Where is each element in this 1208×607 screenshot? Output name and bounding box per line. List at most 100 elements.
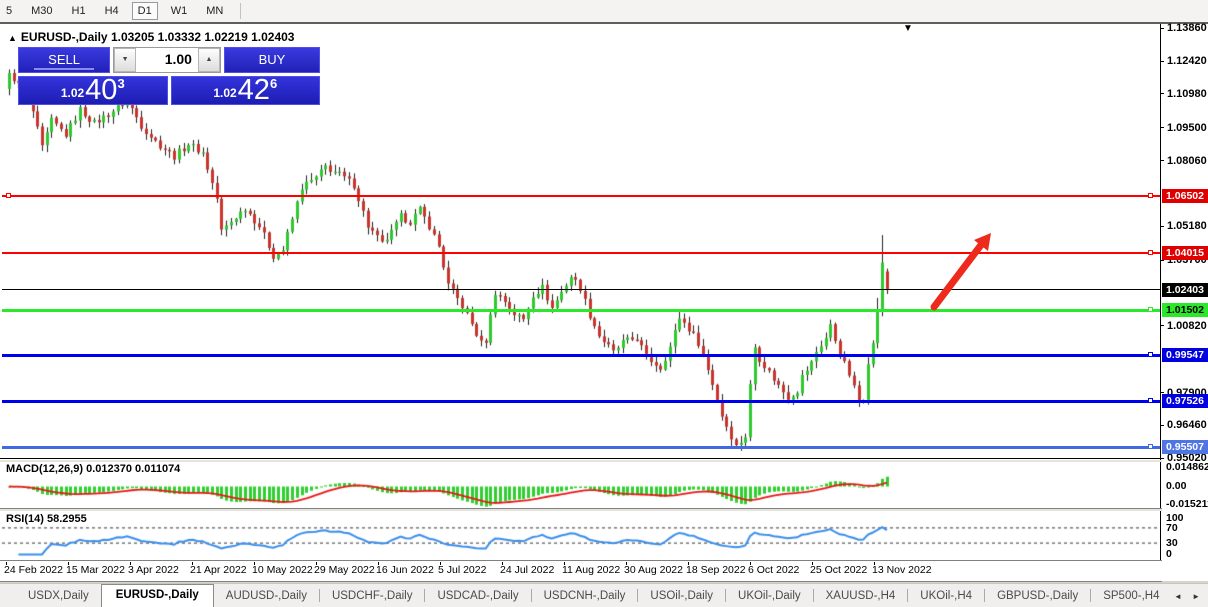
rsi-axis-label: 70 [1166,522,1178,534]
line-handle[interactable] [1148,352,1153,357]
date-axis-label: 11 Aug 2022 [562,564,621,576]
macd-values-text: 0.012370 0.011074 [86,463,181,475]
sell-button[interactable]: SELL [18,47,111,73]
date-tick-mark [68,561,69,565]
date-tick-mark [750,561,751,565]
line-handle[interactable] [6,193,11,199]
buy-price-big: 42 [237,74,270,106]
price-tick-mark [1160,60,1164,62]
price-level-chip: 0.95507 [1162,440,1208,455]
date-axis-label: 10 May 2022 [252,564,313,576]
date-axis-label: 16 Jun 2022 [376,564,434,576]
sell-price-display[interactable]: 1.02 40 3 [18,76,168,105]
volume-input[interactable]: 1.00 [164,51,192,67]
price-tick-mark [1160,160,1164,162]
chart-ohlc-values: 1.03205 1.03332 1.02219 1.02403 [110,30,295,44]
resistance-line-1.04015[interactable] [2,252,1160,254]
chart-shift-marker-icon[interactable]: ▼ [903,23,913,34]
line-handle[interactable] [1148,398,1153,404]
panel-separator [0,509,1162,511]
rsi-axis-label: 30 [1166,537,1178,549]
macd-axis-label: 0.014862 [1166,461,1208,473]
price-tick-mark [1160,325,1164,327]
macd-title-text: MACD(12,26,9) [6,463,84,475]
one-click-trading-panel: SELL ▼ 1.00 ▲ BUY 1.02 40 3 1.02 42 6 [18,47,320,105]
chart-title: ▲ EURUSD-,Daily 1.03205 1.03332 1.02219 1… [8,30,294,44]
support-line-0.97526[interactable] [2,399,1160,403]
macd-axis-label: 0.00 [1166,480,1187,492]
price-tick-label: 0.96460 [1167,419,1207,432]
buy-button[interactable]: BUY [223,47,320,73]
price-tick-label: 1.00820 [1167,319,1207,332]
tab-scroll-arrows[interactable]: ◄ ► [1173,592,1204,601]
buy-price-head: 1.02 [213,86,237,100]
buy-price-sup: 6 [269,76,278,91]
price-level-chip: 1.04015 [1162,246,1208,260]
price-tick-mark [1160,225,1164,227]
price-tick-mark [1160,127,1164,129]
price-tick-label: 0.95020 [1167,452,1207,465]
date-axis-label: 24 Feb 2022 [4,564,63,576]
trend-arrow-annotation[interactable] [920,224,1005,324]
macd-indicator-title: MACD(12,26,9) 0.012370 0.011074 [6,463,180,475]
sell-price-head: 1.02 [60,86,85,100]
date-tick-mark [316,561,317,565]
support-line-0.95507[interactable] [2,445,1160,449]
date-tick-mark [564,561,565,565]
volume-decrease-button[interactable]: ▼ [114,48,137,72]
buy-price-display[interactable]: 1.02 42 6 [170,74,320,106]
panel-separator [0,559,1162,561]
price-tick-mark [1160,424,1164,426]
date-tick-mark [6,561,7,565]
price-level-chip: 0.99547 [1162,348,1208,362]
date-axis-label: 15 Mar 2022 [66,564,125,576]
support-line-0.99547[interactable] [2,353,1160,357]
date-tick-mark [192,561,193,565]
date-axis-label: 21 Apr 2022 [190,564,247,576]
date-axis-label: 6 Oct 2022 [748,564,800,576]
panel-separator [0,580,1162,582]
date-tick-mark [254,561,255,565]
date-axis-label: 3 Apr 2022 [128,564,179,576]
date-axis-label: 13 Nov 2022 [872,564,932,576]
date-tick-mark [130,561,131,565]
rsi-axis-label: 100 [1166,512,1184,524]
panel-separator [0,507,1162,509]
price-tick-label: 1.08060 [1167,154,1207,167]
line-handle[interactable] [1148,307,1153,313]
line-handle[interactable] [1148,444,1153,450]
volume-increase-button[interactable]: ▲ [197,48,220,72]
date-axis-label: 30 Aug 2022 [624,564,683,576]
price-tick-label: 1.05180 [1167,220,1207,233]
price-level-chip: 0.97526 [1162,394,1208,409]
line-handle[interactable] [1148,193,1153,199]
date-tick-mark [626,561,627,565]
rsi-axis-label: 0 [1166,548,1172,560]
sell-button-label: SELL [34,52,94,70]
rsi-value-text: 58.2955 [46,513,87,525]
date-axis-label: 24 Jul 2022 [500,564,555,576]
collapse-triangle-icon[interactable]: ▲ [8,33,17,43]
price-tick-mark [1160,93,1164,95]
support-line-1.01502[interactable] [2,308,1160,312]
sell-price-sup: 3 [117,76,125,91]
price-level-chip: 1.06502 [1162,189,1208,204]
panel-separator [0,561,1162,562]
price-tick-label: 1.12420 [1167,55,1207,68]
date-tick-mark [874,561,875,565]
date-tick-mark [378,561,379,565]
price-tick-mark [1160,259,1164,261]
price-tick-mark [1160,27,1164,29]
price-level-chip: 1.01502 [1162,303,1208,318]
rsi-indicator-title: RSI(14) 58.2955 [6,513,87,525]
date-tick-mark [440,561,441,565]
date-axis-label: 29 May 2022 [314,564,375,576]
price-tick-label: 1.13860 [1167,22,1207,35]
resistance-line-1.06502[interactable] [2,195,1160,198]
price-tick-mark [1160,457,1164,459]
current-price-line[interactable] [2,289,1160,291]
rsi-title-text: RSI(14) [6,513,44,525]
line-handle[interactable] [1148,250,1153,255]
panel-separator [0,458,1162,459]
